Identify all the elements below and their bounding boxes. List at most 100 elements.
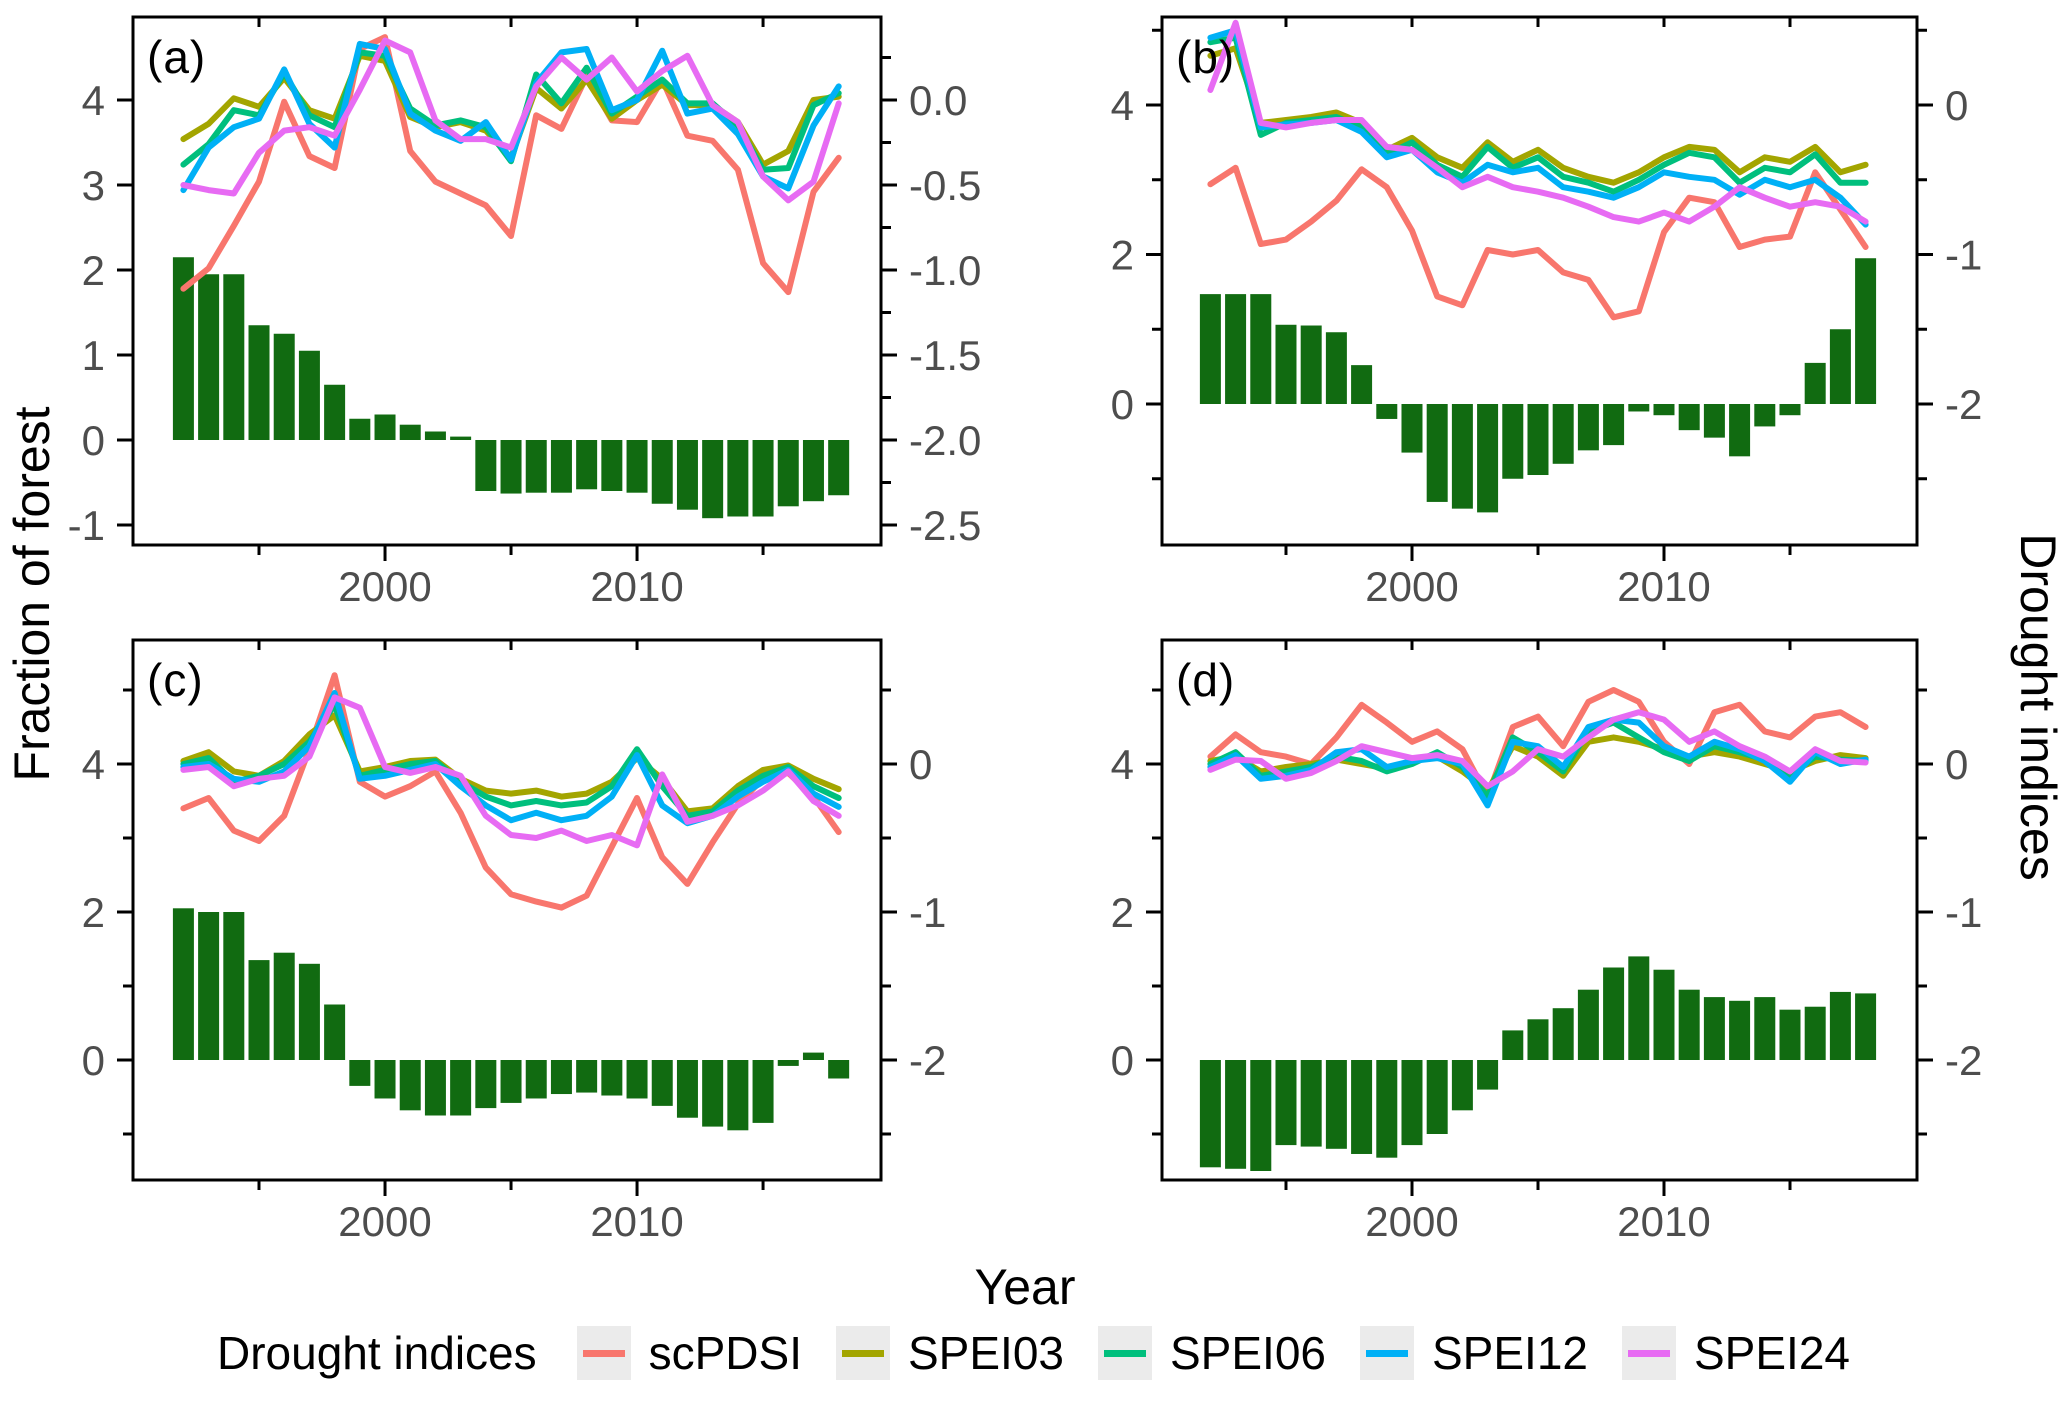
bar bbox=[374, 1060, 396, 1099]
bar bbox=[450, 1060, 472, 1116]
bar bbox=[1199, 294, 1221, 404]
bar bbox=[777, 440, 799, 507]
y-axis-title-right: Drought indices bbox=[2010, 533, 2066, 881]
bar bbox=[802, 1052, 824, 1060]
y-right-tick-label: -1.0 bbox=[909, 247, 981, 294]
panel-frame bbox=[131, 15, 883, 547]
plot-area bbox=[172, 34, 850, 519]
bar bbox=[1804, 362, 1826, 404]
bar bbox=[1552, 404, 1574, 464]
bar bbox=[1275, 324, 1297, 404]
bar bbox=[1678, 989, 1700, 1060]
x-tick-label: 2000 bbox=[338, 563, 431, 610]
bar bbox=[172, 257, 194, 440]
bar bbox=[550, 1060, 572, 1095]
x-tick-label: 2010 bbox=[590, 1198, 683, 1245]
panel-label-c: (c) bbox=[147, 654, 204, 706]
spei24-line-swatch-icon bbox=[1628, 1349, 1670, 1357]
x-tick-label: 2000 bbox=[338, 1198, 431, 1245]
legend-item-spei06: SPEI06 bbox=[1098, 1326, 1326, 1380]
x-tick-label: 2010 bbox=[1617, 1198, 1710, 1245]
bar bbox=[676, 440, 698, 510]
panel-b: 2000 2010 0 2 4 0 -1 -2 bbox=[1111, 15, 1982, 610]
bar bbox=[198, 912, 220, 1060]
legend-item-spei12: SPEI12 bbox=[1360, 1326, 1588, 1380]
bar bbox=[1225, 1060, 1247, 1169]
bar bbox=[349, 418, 371, 440]
legend-key-spei03 bbox=[836, 1326, 890, 1380]
bar bbox=[550, 440, 572, 493]
bar bbox=[828, 1060, 850, 1079]
bar bbox=[273, 952, 295, 1060]
bar bbox=[1325, 1060, 1347, 1149]
bar bbox=[676, 1060, 698, 1118]
y-left-tick-label: 4 bbox=[82, 77, 105, 124]
bar bbox=[500, 440, 522, 494]
y-left-tick-label: 4 bbox=[82, 741, 105, 788]
bar bbox=[1300, 1060, 1322, 1147]
x-tick-label: 2010 bbox=[1617, 563, 1710, 610]
bar bbox=[475, 440, 497, 491]
legend-item-spei24: SPEI24 bbox=[1622, 1326, 1850, 1380]
legend-key-spei12 bbox=[1360, 1326, 1414, 1380]
bar bbox=[1401, 404, 1423, 453]
bar bbox=[399, 1060, 421, 1111]
x-tick-label: 2000 bbox=[1365, 1198, 1458, 1245]
legend-item-scpdsi: scPDSI bbox=[576, 1326, 802, 1380]
bar bbox=[298, 350, 320, 440]
y-right-tick-label: -0.5 bbox=[909, 162, 981, 209]
panel-d: 2000 2010 0 2 4 0 -1 -2 bbox=[1111, 638, 1982, 1245]
bar bbox=[450, 436, 472, 440]
panel-c: 2000 2010 0 2 4 0 -1 -2 bbox=[82, 638, 946, 1245]
bar bbox=[1199, 1060, 1221, 1168]
bar bbox=[248, 960, 270, 1060]
bar bbox=[1829, 329, 1851, 404]
bar bbox=[1678, 404, 1700, 431]
legend-key-scpdsi bbox=[576, 1326, 631, 1380]
bar bbox=[1603, 404, 1625, 446]
bar bbox=[1275, 1060, 1297, 1146]
y-right-tick-label: 0 bbox=[1945, 82, 1968, 129]
bar bbox=[1577, 989, 1599, 1060]
bar bbox=[1628, 956, 1650, 1060]
bar bbox=[1577, 404, 1599, 451]
y-right-tick-label: 0 bbox=[1945, 741, 1968, 788]
y-left-tick-label: 2 bbox=[1111, 889, 1134, 936]
bar bbox=[1225, 294, 1247, 404]
bar bbox=[349, 1060, 371, 1086]
y-left-tick-label: 4 bbox=[1111, 741, 1134, 788]
legend-label-spei06: SPEI06 bbox=[1170, 1327, 1326, 1379]
bar bbox=[1527, 404, 1549, 476]
line-spei06 bbox=[180, 701, 842, 819]
line-spei12 bbox=[180, 690, 842, 827]
bar bbox=[601, 440, 623, 491]
bar bbox=[424, 431, 446, 440]
y-right-tick-label: -1.5 bbox=[909, 332, 981, 379]
y-left-tick-label: -1 bbox=[68, 502, 105, 549]
panel-label-a: (a) bbox=[147, 31, 207, 83]
y-right-tick-label: -2 bbox=[1945, 381, 1982, 428]
bar bbox=[1603, 967, 1625, 1060]
spei03-line-swatch-icon bbox=[842, 1349, 884, 1357]
bar bbox=[500, 1060, 522, 1103]
bar bbox=[324, 384, 346, 440]
bar bbox=[1451, 1060, 1473, 1111]
line-spei24 bbox=[1207, 19, 1869, 225]
bar bbox=[777, 1060, 799, 1066]
bar bbox=[1779, 1009, 1801, 1060]
bar bbox=[1376, 404, 1398, 419]
panel-frame bbox=[1160, 15, 1919, 547]
panel-frame bbox=[1160, 638, 1919, 1182]
bar bbox=[1426, 1060, 1448, 1134]
y-left-tick-label: 0 bbox=[82, 417, 105, 464]
bar bbox=[1502, 1030, 1524, 1060]
bar bbox=[1855, 258, 1877, 404]
bar bbox=[576, 1060, 598, 1093]
spei06-line-swatch-icon bbox=[1104, 1349, 1146, 1357]
plot-area bbox=[1199, 19, 1877, 513]
plot-area bbox=[172, 672, 850, 1131]
y-right-tick-label: -1 bbox=[909, 889, 946, 936]
legend-label-scpdsi: scPDSI bbox=[648, 1327, 802, 1379]
bar bbox=[601, 1060, 623, 1096]
